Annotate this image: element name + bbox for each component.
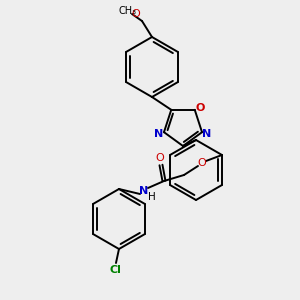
Text: N: N	[140, 186, 148, 196]
Text: CH₃: CH₃	[119, 6, 137, 16]
Text: O: O	[131, 9, 140, 19]
Text: O: O	[195, 103, 204, 113]
Text: Cl: Cl	[109, 265, 121, 275]
Text: N: N	[154, 129, 164, 139]
Text: N: N	[202, 129, 211, 139]
Text: H: H	[148, 192, 156, 202]
Text: O: O	[198, 158, 206, 168]
Text: O: O	[156, 153, 164, 163]
